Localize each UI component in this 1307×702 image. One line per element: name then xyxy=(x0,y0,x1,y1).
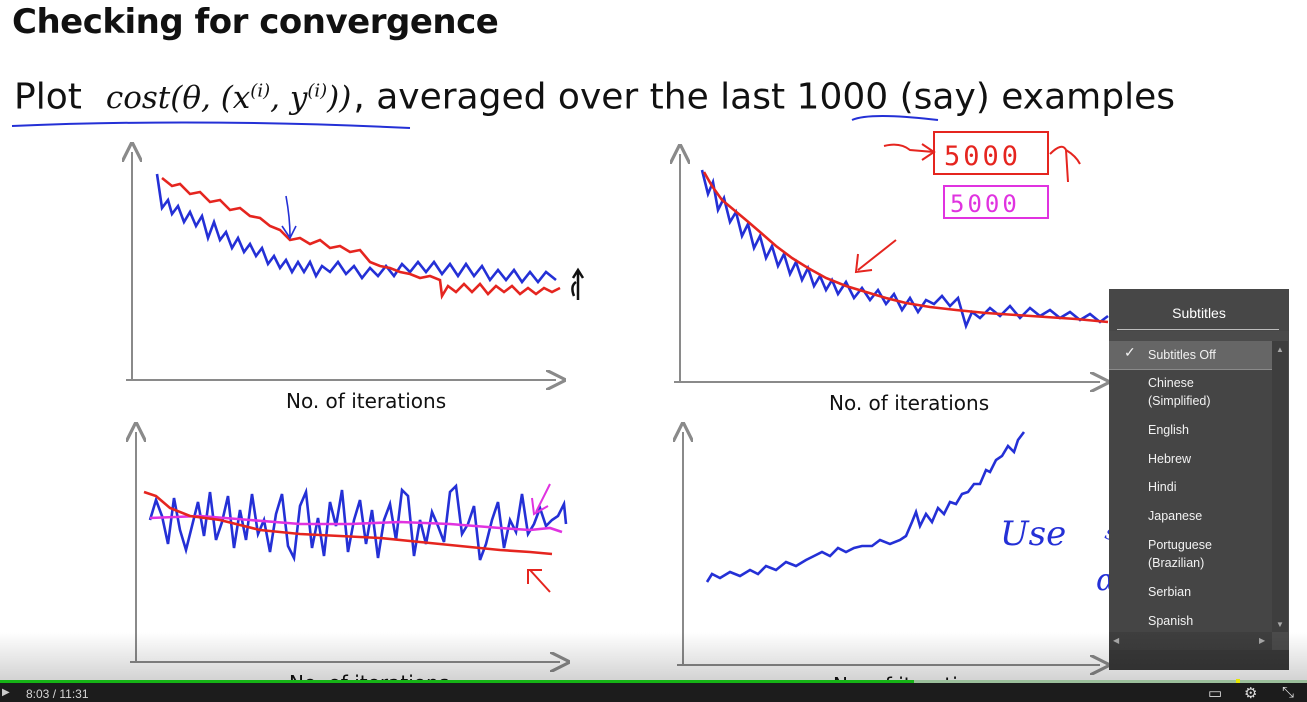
subtitles-menu: Subtitles ✓ Subtitles Off Chinese (Simpl… xyxy=(1109,289,1289,670)
axis-label-plot-1: No. of iterations xyxy=(286,389,447,413)
annotation-use: Use xyxy=(1000,514,1066,554)
annotation-pink-box-text: 5000 xyxy=(950,190,1020,218)
plot-2-red-curve xyxy=(702,171,1109,324)
axes-plot-1 xyxy=(126,152,556,380)
underline-plot xyxy=(11,121,411,129)
underline-1000 xyxy=(851,115,939,121)
subtitle-option-hebrew[interactable]: Hebrew xyxy=(1148,452,1192,466)
scroll-down-icon[interactable]: ▼ xyxy=(1276,620,1284,629)
subtitle-option-chinese[interactable]: Chinese (Simplified) xyxy=(1148,376,1211,408)
line-suffix-b: (say) examples xyxy=(888,76,1175,118)
plot-3-red-arrow xyxy=(527,569,551,593)
subtitle-option-off[interactable]: ✓ Subtitles Off xyxy=(1109,341,1272,370)
plot-1-black-mark xyxy=(571,267,585,300)
settings-gear-icon[interactable]: ⚙ xyxy=(1244,685,1258,702)
annotation-red-box-text: 5000 xyxy=(944,141,1021,172)
subtitle-option-serbian[interactable]: Serbian xyxy=(1148,585,1192,599)
slide-title: Checking for convergence xyxy=(12,2,499,42)
subtitle-option-portuguese[interactable]: Portuguese (Brazilian) xyxy=(1148,538,1212,570)
plot-1-blue-curve xyxy=(155,173,557,285)
cost-formula: cost(θ, (x(i), y(i))) xyxy=(105,80,352,117)
chapter-marker xyxy=(1236,679,1240,683)
line-number: 1000 xyxy=(796,76,889,118)
annotation-pink-box xyxy=(943,185,1049,219)
plot-4-blue-curve xyxy=(705,431,1026,583)
checkmark-icon: ✓ xyxy=(1124,344,1136,360)
subtitles-menu-divider xyxy=(1117,329,1279,330)
scroll-up-icon[interactable]: ▲ xyxy=(1276,345,1284,354)
subtitles-menu-header: Subtitles xyxy=(1109,289,1289,331)
subtitles-menu-footer xyxy=(1109,650,1289,670)
plot-3-blue-curve xyxy=(148,483,568,563)
exit-fullscreen-icon[interactable]: ⤡ xyxy=(1282,684,1295,701)
plot-3-pink-arrow xyxy=(531,483,551,516)
subtitle-option-japanese[interactable]: Japanese xyxy=(1148,509,1203,523)
annotation-red-arrow-right xyxy=(1049,145,1081,183)
plot-1-red-curve xyxy=(161,176,561,300)
subtitle-option-hindi[interactable]: Hindi xyxy=(1148,480,1177,494)
plot-2-red-arrow xyxy=(854,239,897,274)
plot-1-blue-arrow xyxy=(281,195,297,240)
slide-subtitle-line: Plot cost(θ, (x(i), y(i))), averaged over… xyxy=(14,70,1175,120)
axes-plot-3 xyxy=(130,432,560,662)
scroll-right-icon[interactable]: ▶ xyxy=(1259,636,1265,645)
subtitle-option-english[interactable]: English xyxy=(1148,423,1189,437)
captions-icon[interactable]: ▭ xyxy=(1208,685,1223,702)
line-suffix-a: , averaged over the last xyxy=(353,76,797,118)
subtitle-option-spanish[interactable]: Spanish xyxy=(1148,614,1194,628)
player-shade xyxy=(0,632,1307,682)
progress-fill xyxy=(0,680,914,683)
scroll-left-icon[interactable]: ◀ xyxy=(1113,636,1119,645)
subtitles-menu-title: Subtitles xyxy=(1172,305,1226,321)
plot-word: Plot xyxy=(14,76,82,118)
play-icon[interactable]: ▶ xyxy=(2,687,10,698)
time-display: 8:03 / 11:31 xyxy=(26,687,89,701)
axes-plot-2 xyxy=(674,154,1100,382)
subtitles-vertical-scrollbar[interactable]: ▲ ▼ xyxy=(1272,341,1288,632)
axes-plot-4 xyxy=(677,432,1100,665)
axis-label-plot-2: No. of iterations xyxy=(829,391,990,415)
annotation-red-arrow-left xyxy=(883,143,936,161)
subtitles-list: ✓ Subtitles Off Chinese (Simplified) Eng… xyxy=(1109,341,1272,632)
plot-3-pink-curve xyxy=(149,514,563,534)
plot-2-blue-curve xyxy=(700,169,1109,330)
player-controls: ▶ 8:03 / 11:31 ▭ ⚙ ⤡ xyxy=(0,683,1307,702)
plot-3-red-curve xyxy=(143,490,553,556)
subtitles-horizontal-scrollbar[interactable]: ◀ ▶ xyxy=(1109,632,1272,650)
